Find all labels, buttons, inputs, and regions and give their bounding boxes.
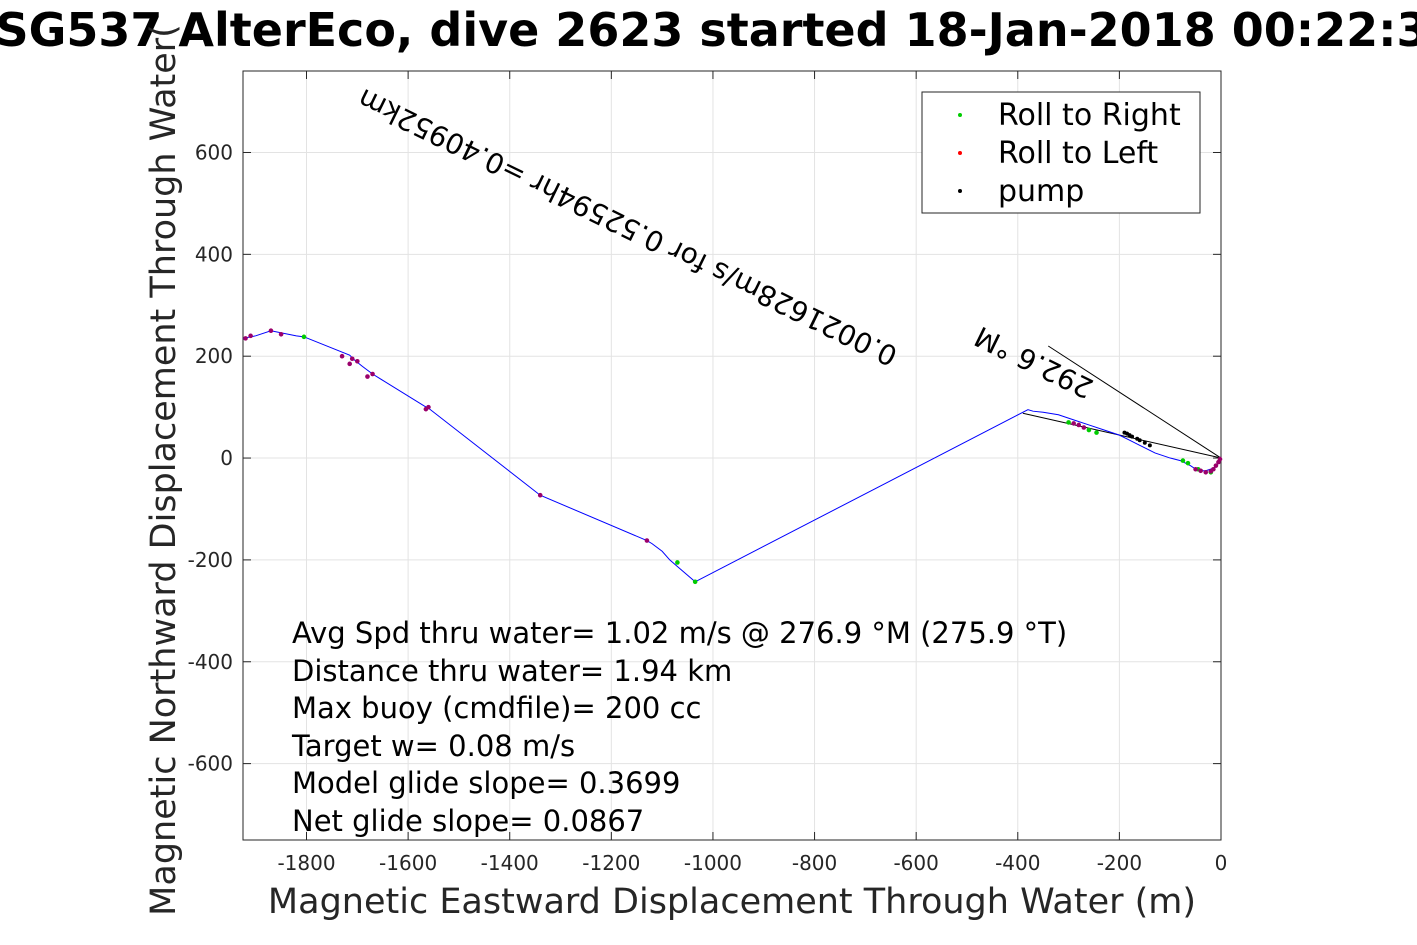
point-roll-left xyxy=(349,356,355,362)
stat-model-glide-slope: Model glide slope= 0.3699 xyxy=(292,766,680,800)
stat-max-buoy: Max buoy (cmdfile)= 200 cc xyxy=(292,691,701,725)
x-tick-label: 0 xyxy=(1215,851,1228,875)
legend-marker-pump xyxy=(958,189,962,193)
point-roll-left xyxy=(423,406,429,412)
legend-entry-roll-right: Roll to Right xyxy=(998,98,1181,133)
legend-marker-roll-left xyxy=(958,151,962,155)
point-roll-left xyxy=(278,331,284,337)
point-roll-right xyxy=(1094,430,1099,435)
heading-line xyxy=(1047,345,1222,459)
point-roll-left xyxy=(1198,468,1203,474)
point-roll-left xyxy=(1216,459,1221,465)
point-roll-right xyxy=(301,334,307,340)
point-roll-left xyxy=(365,374,370,379)
point-roll-left xyxy=(1071,421,1076,426)
y-axis-label: Magnetic Northward Displacement Through … xyxy=(144,24,184,916)
x-axis-ticks: -1800 -1600 -1400 -1200 -1000 -800 -600 -400 -20… xyxy=(277,71,1227,875)
x-tick-label: -200 xyxy=(1097,851,1142,875)
y-tick-label: -600 xyxy=(188,752,233,776)
point-roll-left xyxy=(537,492,543,498)
legend-box xyxy=(921,91,1201,214)
point-pump xyxy=(1142,440,1147,445)
plot-area xyxy=(242,328,1223,585)
y-tick-label: -400 xyxy=(188,650,233,674)
x-tick-label: -800 xyxy=(792,851,837,875)
point-roll-right xyxy=(1180,458,1186,463)
legend: Roll to Right Roll to Left pump xyxy=(921,91,1201,214)
point-roll-left xyxy=(1076,422,1082,428)
chart-title: SG537 AlterEco, dive 2623 started 18-Jan… xyxy=(0,3,1417,57)
legend-marker-roll-right xyxy=(958,113,962,117)
point-roll-left xyxy=(248,333,253,339)
point-roll-left xyxy=(1203,470,1209,475)
point-roll-right xyxy=(692,579,698,585)
heading-line xyxy=(1022,412,1222,459)
y-tick-label: 200 xyxy=(195,344,233,368)
series-line-track xyxy=(242,330,1222,583)
point-pump xyxy=(1147,443,1152,448)
y-tick-label: 600 xyxy=(195,140,233,164)
point-roll-left xyxy=(268,328,274,334)
y-tick-label: -200 xyxy=(188,548,233,572)
point-roll-left xyxy=(644,538,650,543)
dive-statistics: Avg Spd thru water= 1.02 m/s @ 276.9 °M … xyxy=(291,616,1067,838)
point-roll-left xyxy=(355,358,360,364)
stat-net-glide-slope: Net glide slope= 0.0867 xyxy=(292,804,644,838)
x-tick-label: -600 xyxy=(893,851,938,875)
point-pump xyxy=(1122,430,1127,435)
x-tick-label: -1200 xyxy=(582,851,640,875)
legend-entry-roll-left: Roll to Left xyxy=(998,136,1158,171)
stat-avg-speed: Avg Spd thru water= 1.02 m/s @ 276.9 °M … xyxy=(292,616,1067,650)
point-pump xyxy=(1135,436,1140,441)
y-tick-label: 0 xyxy=(220,446,233,470)
point-roll-right xyxy=(675,560,680,565)
point-roll-left xyxy=(1081,425,1087,430)
point-roll-right xyxy=(1086,427,1092,433)
x-tick-label: -400 xyxy=(995,851,1040,875)
axes-box xyxy=(242,70,1222,841)
x-tick-label: -1400 xyxy=(481,851,539,875)
point-roll-left xyxy=(370,371,375,377)
point-roll-left xyxy=(243,336,248,341)
legend-entry-pump: pump xyxy=(998,174,1084,209)
y-axis-ticks: -600 -400 -200 0 200 400 600 xyxy=(188,140,1221,776)
x-axis-label: Magnetic Eastward Displacement Through W… xyxy=(268,882,1196,922)
point-roll-left xyxy=(347,361,352,367)
point-roll-right xyxy=(1185,460,1191,466)
stat-distance: Distance thru water= 1.94 km xyxy=(292,654,732,688)
point-roll-left xyxy=(1193,466,1198,472)
y-tick-label: 400 xyxy=(195,242,233,266)
x-tick-label: -1800 xyxy=(277,851,335,875)
stat-target-w: Target w= 0.08 m/s xyxy=(291,729,575,763)
point-roll-left xyxy=(339,353,345,359)
x-tick-label: -1000 xyxy=(684,851,742,875)
point-roll-left xyxy=(1208,468,1214,474)
point-roll-right xyxy=(1066,420,1071,425)
point-roll-left xyxy=(1213,463,1219,468)
x-tick-label: -1600 xyxy=(379,851,437,875)
